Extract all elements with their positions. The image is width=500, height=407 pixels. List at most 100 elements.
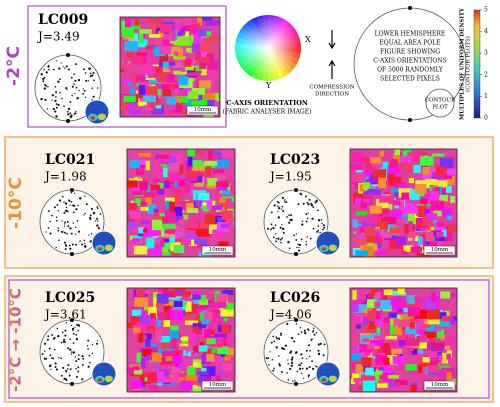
grain bbox=[355, 304, 368, 313]
grain bbox=[396, 236, 407, 246]
grain bbox=[143, 105, 154, 111]
grain bbox=[128, 98, 138, 108]
pole-dot bbox=[47, 335, 50, 338]
pole-dot bbox=[72, 342, 75, 344]
pole-dot bbox=[64, 248, 67, 250]
pole-dot bbox=[73, 73, 76, 75]
grain bbox=[206, 31, 211, 36]
grain bbox=[169, 237, 176, 243]
grain bbox=[394, 379, 408, 385]
grain bbox=[195, 65, 203, 72]
grain bbox=[441, 229, 447, 237]
pole-dot bbox=[77, 329, 80, 332]
pole-dot bbox=[287, 379, 290, 381]
compression-arrow bbox=[328, 30, 336, 50]
pole-dot bbox=[282, 347, 285, 350]
grain bbox=[424, 224, 430, 230]
pole-dot bbox=[84, 72, 87, 74]
colorbar-label: MULTIPLES OF UNIFORM DENSITY bbox=[460, 8, 466, 120]
pole-dot bbox=[305, 220, 308, 223]
pole-dot bbox=[55, 246, 57, 249]
grain bbox=[172, 327, 178, 332]
grain bbox=[350, 378, 356, 384]
pole-dot bbox=[62, 66, 64, 68]
pole-dot bbox=[47, 210, 50, 212]
grain bbox=[227, 374, 235, 379]
pole-dot bbox=[55, 216, 58, 218]
pole-dot bbox=[60, 62, 62, 64]
grain bbox=[204, 214, 216, 225]
grain bbox=[408, 213, 415, 223]
grain bbox=[426, 166, 440, 176]
pole-description: C-AXIS ORIENTATIONS bbox=[373, 58, 446, 65]
grain bbox=[176, 96, 181, 103]
grain bbox=[184, 17, 196, 26]
grain bbox=[364, 177, 375, 182]
pole-dot bbox=[288, 214, 290, 216]
grain bbox=[178, 363, 184, 368]
grain bbox=[171, 67, 185, 74]
grain bbox=[417, 349, 424, 360]
grain bbox=[381, 202, 389, 209]
grain bbox=[441, 207, 452, 218]
temperature-label: -2°C bbox=[4, 46, 24, 86]
pole-dot bbox=[288, 221, 291, 224]
pole-dot bbox=[290, 214, 293, 217]
pole-dot bbox=[57, 103, 60, 107]
grain bbox=[418, 349, 424, 354]
pole-dot bbox=[60, 341, 63, 344]
grain bbox=[203, 311, 213, 320]
pole-dot bbox=[275, 237, 277, 240]
grain bbox=[171, 344, 175, 354]
scale-box bbox=[423, 245, 456, 256]
grain bbox=[183, 83, 194, 94]
pole-dot bbox=[67, 347, 70, 350]
grain-image bbox=[126, 148, 236, 258]
pole-dot bbox=[75, 360, 78, 363]
pole-dot bbox=[56, 219, 58, 222]
grain bbox=[409, 348, 417, 355]
pole-dot bbox=[56, 204, 59, 206]
grain bbox=[197, 28, 211, 37]
pole-dot bbox=[291, 356, 294, 359]
pole-description: LOWER HEMISPHERE bbox=[375, 31, 446, 38]
grain bbox=[171, 216, 184, 222]
pole-dot bbox=[88, 354, 91, 357]
pole-dot bbox=[311, 338, 313, 341]
grain bbox=[205, 20, 220, 26]
grain bbox=[376, 207, 390, 215]
pole-dot bbox=[43, 342, 47, 345]
pole-dot bbox=[92, 211, 96, 215]
scale-label: 10mm bbox=[431, 382, 449, 388]
grain bbox=[408, 221, 413, 232]
pole-dot bbox=[297, 243, 299, 246]
grain bbox=[133, 155, 144, 162]
pole-dot bbox=[45, 71, 48, 74]
grain bbox=[448, 224, 456, 233]
grain bbox=[161, 81, 170, 92]
pole-dot bbox=[61, 220, 63, 222]
pole-dot bbox=[307, 374, 310, 377]
grain bbox=[153, 208, 159, 213]
grain bbox=[350, 316, 362, 324]
grain bbox=[129, 88, 135, 99]
image-frame bbox=[126, 287, 236, 393]
pole-dot bbox=[301, 223, 304, 226]
grain bbox=[171, 366, 182, 374]
grain bbox=[148, 317, 157, 327]
pole-dot bbox=[56, 327, 59, 330]
grain bbox=[353, 378, 368, 382]
pole-dot bbox=[278, 207, 281, 210]
grain bbox=[387, 165, 399, 175]
grain bbox=[164, 155, 177, 164]
pole-dot bbox=[75, 233, 77, 235]
pole-dot bbox=[68, 374, 71, 377]
grain bbox=[170, 31, 176, 42]
grain bbox=[415, 184, 427, 194]
grain bbox=[128, 202, 137, 211]
grain bbox=[196, 17, 202, 26]
pole-dot bbox=[56, 60, 58, 62]
pole-dot bbox=[49, 232, 52, 235]
grain bbox=[161, 252, 171, 256]
grain bbox=[410, 384, 417, 392]
